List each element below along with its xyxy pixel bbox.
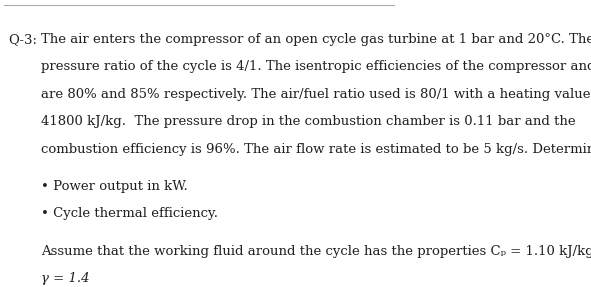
Text: • Cycle thermal efficiency.: • Cycle thermal efficiency. [41, 208, 218, 220]
Text: Q-3:: Q-3: [8, 33, 37, 46]
Text: The air enters the compressor of an open cycle gas turbine at 1 bar and 20°C. Th: The air enters the compressor of an open… [41, 33, 591, 46]
Text: • Power output in kW.: • Power output in kW. [41, 180, 188, 193]
Text: are 80% and 85% respectively. The air/fuel ratio used is 80/1 with a heating val: are 80% and 85% respectively. The air/fu… [41, 88, 591, 101]
Text: pressure ratio of the cycle is 4/1. The isentropic efficiencies of the compresso: pressure ratio of the cycle is 4/1. The … [41, 60, 591, 73]
Text: Assume that the working fluid around the cycle has the properties Cₚ = 1.10 kJ/k: Assume that the working fluid around the… [41, 245, 591, 257]
Text: 41800 kJ/kg.  The pressure drop in the combustion chamber is 0.11 bar and the: 41800 kJ/kg. The pressure drop in the co… [41, 115, 576, 128]
Text: combustion efficiency is 96%. The air flow rate is estimated to be 5 kg/s. Deter: combustion efficiency is 96%. The air fl… [41, 143, 591, 156]
Text: γ = 1.4: γ = 1.4 [41, 272, 90, 285]
